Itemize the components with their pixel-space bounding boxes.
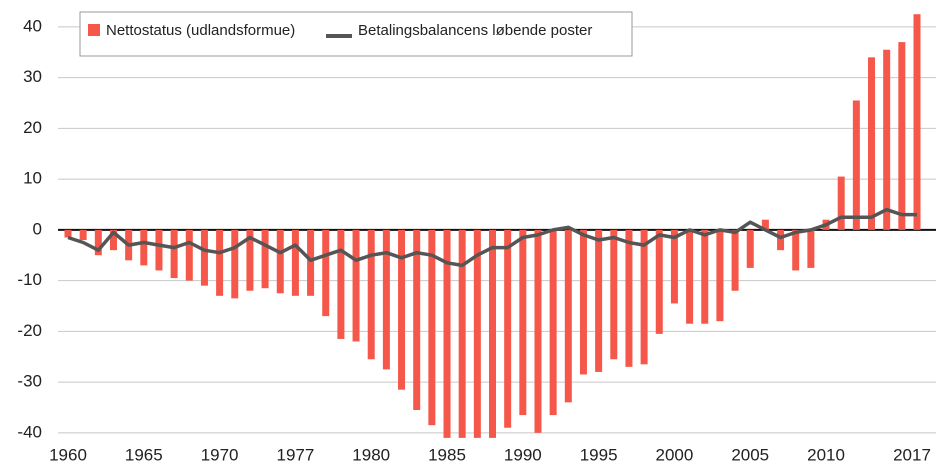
bar: [382, 229, 390, 370]
bar: [761, 219, 769, 230]
x-tick-label: 1995: [580, 445, 618, 464]
y-tick-label: 30: [23, 67, 42, 86]
bar: [458, 229, 466, 438]
bar: [807, 229, 815, 268]
legend: Nettostatus (udlandsformue) Betalingsbala…: [79, 11, 633, 57]
legend-box: [79, 11, 633, 57]
bar: [564, 229, 572, 403]
y-tick-label: 40: [23, 16, 42, 35]
bar: [792, 229, 800, 271]
bar: [413, 229, 421, 410]
x-tick-label: 1980: [352, 445, 390, 464]
y-tick-label: 10: [23, 169, 42, 188]
bar: [519, 229, 527, 416]
bar: [549, 229, 557, 416]
legend-label: Nettostatus (udlandsformue): [106, 22, 295, 39]
x-tick-label: 1977: [276, 445, 314, 464]
legend-swatch: [88, 24, 100, 36]
x-tick-label: 1990: [504, 445, 542, 464]
bar: [777, 229, 785, 251]
bar: [595, 229, 603, 372]
y-tick-label: -30: [17, 372, 42, 391]
bar: [94, 229, 102, 256]
bar: [716, 229, 724, 322]
bar: [579, 229, 587, 375]
bar: [731, 229, 739, 291]
bar: [367, 229, 375, 360]
bar: [64, 229, 72, 238]
x-tick-label: 1960: [49, 445, 87, 464]
bar: [534, 229, 542, 433]
bar: [185, 229, 193, 281]
bar: [504, 229, 512, 428]
bar: [79, 229, 87, 241]
x-tick-label: 2005: [731, 445, 769, 464]
bar: [322, 229, 330, 317]
bar: [246, 229, 254, 291]
bar: [352, 229, 360, 342]
y-tick-label: -40: [17, 422, 42, 441]
bar: [443, 229, 451, 438]
bar: [200, 229, 208, 286]
bar: [140, 229, 148, 266]
bar: [837, 176, 845, 230]
bar: [428, 229, 436, 426]
bar: [655, 229, 663, 334]
bar: [746, 229, 754, 268]
y-tick-label: -10: [17, 270, 42, 289]
bar: [686, 229, 694, 324]
x-tick-label: 1985: [428, 445, 466, 464]
bar: [625, 229, 633, 367]
legend-label: Betalingsbalancens løbende poster: [358, 22, 592, 39]
bar: [670, 229, 678, 304]
bar: [701, 229, 709, 324]
bar: [155, 229, 163, 271]
bar: [216, 229, 224, 296]
bar: [291, 229, 299, 296]
bar: [276, 229, 284, 294]
bar: [109, 229, 117, 251]
bar: [398, 229, 406, 390]
line: [67, 207, 917, 268]
bar: [868, 57, 876, 230]
x-tick-label: 2017: [893, 445, 931, 464]
bar: [170, 229, 178, 279]
bar: [261, 229, 269, 289]
bar: [640, 229, 648, 365]
bar: [489, 229, 496, 438]
y-tick-label: -20: [17, 321, 42, 340]
bar: [913, 14, 921, 230]
bar: [337, 229, 345, 339]
x-tick-label: 1965: [125, 445, 163, 464]
bar: [473, 229, 481, 438]
bar: [852, 100, 860, 230]
bar: [883, 49, 891, 230]
x-tick-label: 2010: [807, 445, 845, 464]
y-tick-label: 20: [23, 118, 42, 137]
x-tick-label: 2000: [656, 445, 694, 464]
y-tick-label: 0: [33, 219, 42, 238]
bar: [231, 229, 239, 299]
bar: [898, 42, 906, 230]
bar: [610, 229, 618, 360]
bar: [307, 229, 315, 296]
x-tick-label: 1970: [201, 445, 239, 464]
